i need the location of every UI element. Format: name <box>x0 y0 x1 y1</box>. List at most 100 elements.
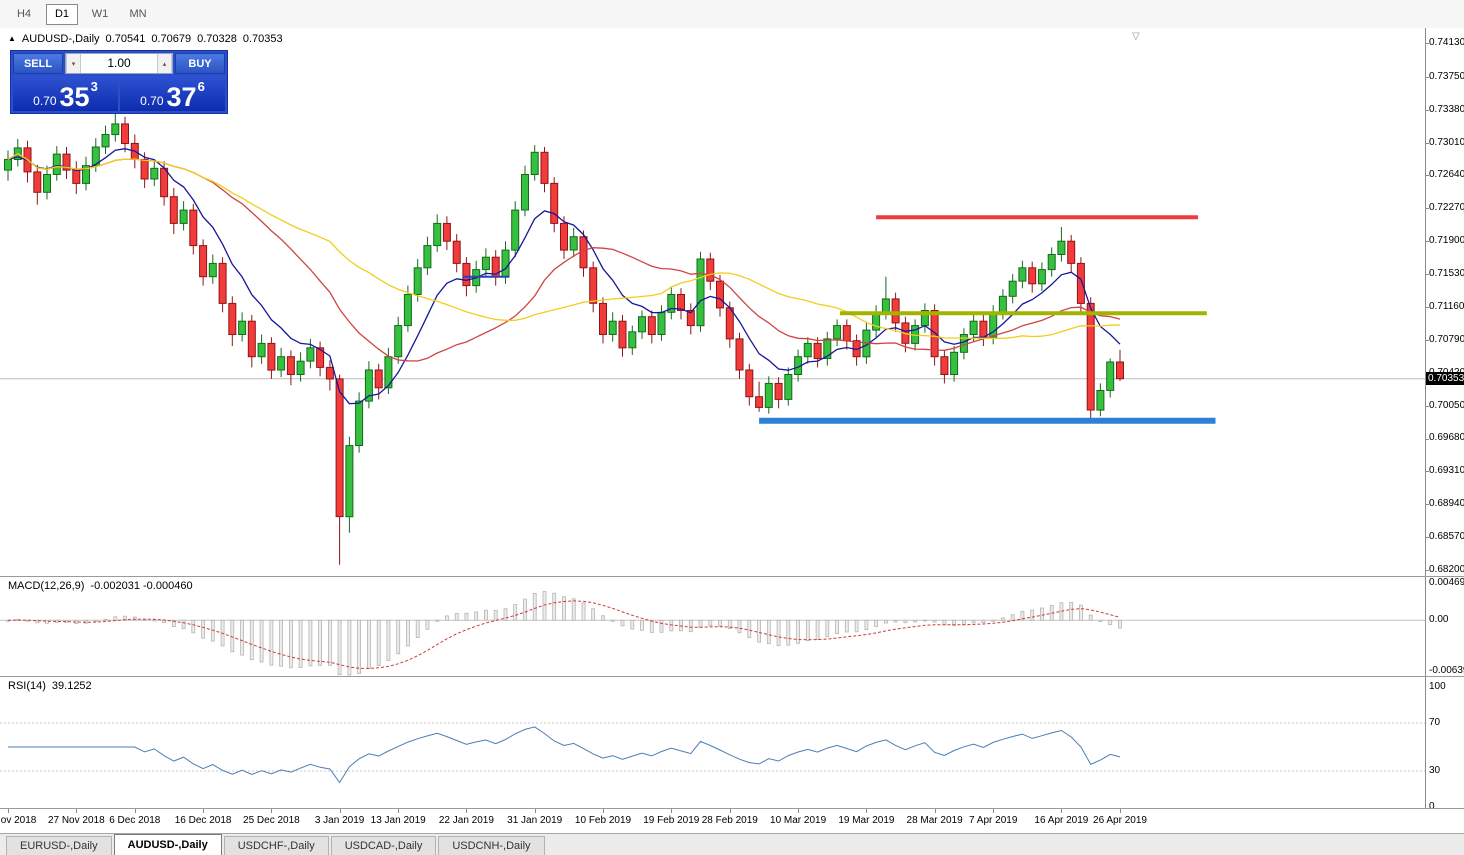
timeframe-button-h4[interactable]: H4 <box>16 7 32 20</box>
price-axis-tick <box>1426 241 1429 243</box>
date-axis-tick <box>1061 809 1063 813</box>
date-axis-tick <box>671 809 673 813</box>
rsi-axis-label: 0 <box>1429 801 1435 812</box>
chart-tab-eurusd[interactable]: EURUSD-,Daily <box>6 836 112 855</box>
macd-axis[interactable]: 0.004694 0.00 -0.00639 <box>1425 577 1464 677</box>
date-axis-tick <box>1120 809 1121 813</box>
date-axis-label: 6 Dec 2018 <box>109 815 161 826</box>
date-axis-label: 13 Jan 2019 <box>370 815 426 826</box>
ohlc-high: 0.70679 <box>151 33 192 45</box>
price-axis-tick <box>1426 109 1429 111</box>
timeframe-button-d1[interactable]: D1 <box>46 3 78 25</box>
macd-signal-line <box>7 600 1121 669</box>
rsi-axis-label: 100 <box>1429 681 1446 692</box>
macd-axis-label: 0.00 <box>1429 614 1449 625</box>
date-axis-label: 7 Apr 2019 <box>969 815 1018 826</box>
sell-price-sup: 3 <box>90 79 98 94</box>
sell-price-display[interactable]: 0.70 35 3 <box>13 76 118 111</box>
ohlc-low: 0.70328 <box>197 33 237 45</box>
chart-header: ▲ AUDUSD-,Daily 0.70541 0.70679 0.70328 … <box>8 33 283 45</box>
date-axis-tick <box>934 809 936 813</box>
chart-symbol-title: AUDUSD-,Daily <box>21 33 100 45</box>
price-axis-label: 0.72270 <box>1429 202 1464 213</box>
trade-panel-prices: 0.70 35 3 0.70 37 6 <box>13 76 225 111</box>
price-axis-tick <box>1426 405 1429 407</box>
date-axis-label: 28 Feb 2019 <box>701 815 758 826</box>
current-price-badge: 0.70353 <box>1426 372 1464 385</box>
timeframe-button-mn[interactable]: MN <box>129 7 147 20</box>
volume-input[interactable]: 1.00 <box>107 56 131 70</box>
price-axis-label: 0.68570 <box>1429 531 1464 542</box>
price-axis-tick <box>1426 43 1429 44</box>
date-axis-label: 22 Jan 2019 <box>438 815 494 826</box>
price-axis-label: 0.69680 <box>1429 432 1464 443</box>
price-axis-label: 0.73380 <box>1429 104 1464 115</box>
ma-line-8 <box>7 148 1121 405</box>
sell-price-prefix: 0.70 <box>33 94 57 108</box>
date-axis-tick <box>866 809 868 813</box>
date-axis-tick <box>603 809 604 813</box>
date-axis-tick <box>203 809 205 813</box>
chart-tab-usdcnh[interactable]: USDCNH-,Daily <box>438 836 545 855</box>
price-axis-label: 0.73750 <box>1429 71 1464 82</box>
date-axis-label: 28 Mar 2019 <box>906 815 963 826</box>
ohlc-open: 0.70541 <box>105 33 146 45</box>
price-axis-tick <box>1426 76 1429 78</box>
buy-price-display[interactable]: 0.70 37 6 <box>120 76 225 111</box>
macd-values: -0.002031 -0.000460 <box>90 580 193 592</box>
timeframe-button-w1[interactable]: W1 <box>91 7 109 20</box>
date-axis-label: 3 Jan 2019 <box>314 815 365 826</box>
buy-button[interactable]: BUY <box>175 53 225 74</box>
date-axis-label: 25 Dec 2018 <box>243 815 300 826</box>
sell-button[interactable]: SELL <box>13 53 63 74</box>
price-pane: ▽ 0.74130 0.73750 0.73380 0.73010 0.72640 0.7… <box>0 28 1464 576</box>
timeframe-toolbar: H4 D1 W1 MN <box>0 0 1464 29</box>
date-axis-tick <box>134 809 136 813</box>
date-axis-label: 16 Dec 2018 <box>174 815 232 826</box>
price-axis-label: 0.72640 <box>1429 169 1464 180</box>
chart-tab-usdchf[interactable]: USDCHF-,Daily <box>223 836 329 855</box>
rsi-name: RSI(14) <box>8 680 46 692</box>
date-axis-label: 31 Jan 2019 <box>507 815 563 826</box>
price-axis-label: 0.68940 <box>1429 498 1464 509</box>
chart-tab-usdcad[interactable]: USDCAD-,Daily <box>330 836 437 855</box>
price-axis-label: 0.71530 <box>1429 268 1464 279</box>
rsi-plot[interactable] <box>0 677 1425 809</box>
date-axis-tick <box>729 809 731 813</box>
macd-histogram <box>6 591 1122 676</box>
price-axis[interactable]: 0.74130 0.73750 0.73380 0.73010 0.72640 0.722… <box>1425 28 1464 576</box>
chart-region: ▽ 0.74130 0.73750 0.73380 0.73010 0.72640 0.7… <box>0 28 1464 834</box>
chart-shift-marker[interactable]: ▽ <box>1132 31 1140 42</box>
sell-price-big: 35 <box>59 82 90 113</box>
date-axis-label: 16 Apr 2019 <box>1034 815 1089 826</box>
rsi-axis[interactable]: 100 70 30 0 <box>1425 677 1464 812</box>
macd-plot[interactable] <box>0 577 1425 677</box>
date-axis-label: 19 Feb 2019 <box>643 815 700 826</box>
date-axis[interactable]: 18 Nov 2018 27 Nov 2018 6 Dec 2018 16 Dec 2… <box>0 808 1464 834</box>
date-axis-tick <box>339 809 341 813</box>
date-axis-tick <box>398 809 400 813</box>
price-axis-label: 0.70050 <box>1429 400 1464 411</box>
macd-pane: 0.004694 0.00 -0.00639 MACD(12,26,9) -0.00… <box>0 576 1464 677</box>
macd-axis-label: 0.004694 <box>1429 577 1464 588</box>
price-axis-tick <box>1426 504 1429 506</box>
chart-tab-audusd[interactable]: AUDUSD-,Daily <box>113 834 222 855</box>
volume-increase-button[interactable]: ▴ <box>157 54 172 73</box>
date-axis-label: 26 Apr 2019 <box>1093 815 1147 826</box>
price-chart-plot[interactable]: ▽ <box>0 28 1425 576</box>
date-axis-tick <box>8 809 9 813</box>
ohlc-close: 0.70353 <box>242 33 283 45</box>
price-axis-tick <box>1426 274 1429 276</box>
price-axis-tick <box>1426 438 1429 440</box>
volume-decrease-button[interactable]: ▾ <box>66 54 81 73</box>
date-axis-label: 19 Mar 2019 <box>838 815 895 826</box>
price-axis-tick <box>1426 306 1429 308</box>
one-click-trade-panel: SELL ▾ 1.00 ▴ BUY 0.70 35 3 0.70 <box>10 50 228 114</box>
buy-price-big: 37 <box>166 82 197 113</box>
price-axis-label: 0.71160 <box>1429 301 1464 312</box>
price-axis-tick <box>1426 175 1429 177</box>
price-axis-label: 0.70790 <box>1429 334 1464 345</box>
macd-label: MACD(12,26,9) -0.002031 -0.000460 <box>8 580 193 592</box>
symbol-marker-icon: ▲ <box>8 34 16 43</box>
